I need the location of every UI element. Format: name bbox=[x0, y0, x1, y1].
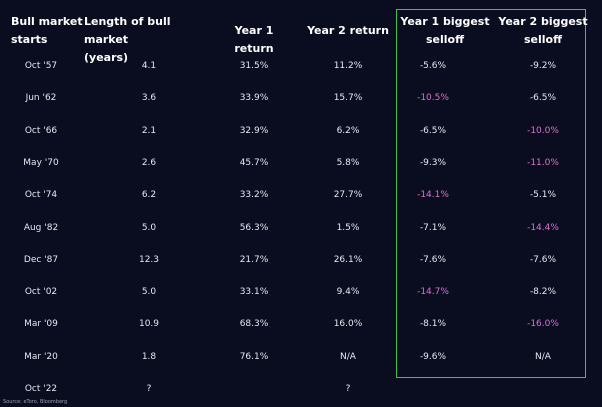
table-cell: 6.2% bbox=[336, 125, 360, 136]
table-cell: ? bbox=[146, 384, 152, 394]
table-cell: 11.2% bbox=[333, 61, 363, 71]
table-cell: -9.6% bbox=[419, 351, 447, 362]
table-cell: ? bbox=[345, 384, 351, 394]
table-cell: 5.8% bbox=[336, 157, 360, 168]
table-cell: -7.6% bbox=[419, 254, 447, 265]
table-cell: -14.1% bbox=[417, 190, 449, 201]
column-header-6: Year 2 biggest selloff bbox=[498, 13, 588, 49]
table-row: May '70 2.6 45.7% 5.8% -9.3% -11.0% bbox=[0, 153, 602, 173]
table-cell: 2.6 bbox=[141, 157, 157, 168]
table-cell: -10.0% bbox=[527, 125, 559, 136]
table-row: Oct '57 4.1 31.5% 11.2% -5.6% -9.2% bbox=[0, 56, 602, 76]
table-cell: 6.2 bbox=[141, 190, 157, 201]
column-header-line: Year 2 return bbox=[307, 24, 389, 37]
table-cell: 9.4% bbox=[336, 287, 360, 298]
table-cell: -8.1% bbox=[419, 319, 447, 330]
table-cell: Oct '22 bbox=[24, 384, 58, 394]
table-cell: -7.6% bbox=[529, 254, 557, 265]
column-header-line: Year 1 return bbox=[234, 24, 274, 55]
table-cell: 2.1 bbox=[141, 125, 157, 136]
table-cell: Dec '87 bbox=[23, 254, 59, 265]
table-cell: Mar '09 bbox=[24, 319, 58, 330]
table-cell: N/A bbox=[535, 351, 551, 362]
table-row: Mar '09 10.9 68.3% 16.0% -8.1% -16.0% bbox=[0, 314, 602, 334]
table-cell: 31.5% bbox=[239, 61, 269, 71]
table-row: Oct '02 5.0 33.1% 9.4% -14.7% -8.2% bbox=[0, 282, 602, 302]
table-row: Dec '87 12.3 21.7% 26.1% -7.6% -7.6% bbox=[0, 250, 602, 270]
column-header-2: Length of bull market (years) bbox=[84, 13, 214, 67]
table-cell: Jun '62 bbox=[25, 93, 57, 104]
selloff-columns-highlight-box bbox=[396, 9, 586, 378]
table-cell: 33.1% bbox=[239, 287, 269, 298]
table-cell: N/A bbox=[340, 351, 356, 362]
table-cell: Mar '20 bbox=[24, 351, 58, 362]
table-cell: -6.5% bbox=[419, 125, 447, 136]
table-cell: 5.0 bbox=[141, 287, 157, 298]
table-cell: 76.1% bbox=[239, 351, 269, 362]
table-cell: 1.8 bbox=[141, 351, 157, 362]
table-cell: 26.1% bbox=[333, 254, 363, 265]
column-header-line: Bull market bbox=[11, 15, 83, 28]
table-cell: Oct '66 bbox=[24, 125, 58, 136]
table-cell: 15.7% bbox=[333, 93, 363, 104]
table-cell: 5.0 bbox=[141, 222, 157, 233]
column-header-1: Bull market starts bbox=[11, 13, 91, 49]
source-note: Source: eToro, Bloomberg bbox=[3, 399, 68, 405]
table-cell: 4.1 bbox=[141, 61, 157, 71]
table-cell: -6.5% bbox=[529, 93, 557, 104]
table-cell: Oct '74 bbox=[24, 190, 58, 201]
column-header-line: selloff bbox=[425, 33, 465, 46]
column-header-5: Year 1 biggest selloff bbox=[400, 13, 490, 49]
column-header-4: Year 2 return bbox=[305, 22, 391, 40]
table-cell: Oct '57 bbox=[24, 61, 58, 71]
table-cell: 16.0% bbox=[333, 319, 363, 330]
table-cell: 33.9% bbox=[239, 93, 269, 104]
table-row: Oct '74 6.2 33.2% 27.7% -14.1% -5.1% bbox=[0, 185, 602, 205]
table-row: Oct '66 2.1 32.9% 6.2% -6.5% -10.0% bbox=[0, 121, 602, 141]
column-header-line: Year 1 biggest bbox=[400, 15, 490, 28]
table-row: Jun '62 3.6 33.9% 15.7% -10.5% -6.5% bbox=[0, 88, 602, 108]
table-cell: 56.3% bbox=[239, 222, 269, 233]
table-cell: -10.5% bbox=[417, 93, 449, 104]
table-cell: -9.3% bbox=[419, 157, 447, 168]
table-cell: May '70 bbox=[23, 157, 59, 168]
table-cell: -9.2% bbox=[529, 61, 557, 71]
table-cell: Oct '02 bbox=[24, 287, 58, 298]
table-cell: Aug '82 bbox=[23, 222, 59, 233]
column-header-line: Length of bull market bbox=[84, 15, 171, 46]
table-cell: 27.7% bbox=[333, 190, 363, 201]
column-header-line: selloff bbox=[523, 33, 563, 46]
table-cell: -8.2% bbox=[529, 287, 557, 298]
table-row: Oct '22?? bbox=[0, 379, 602, 399]
column-header-line: Year 2 biggest bbox=[498, 15, 588, 28]
table-row: Mar '20 1.8 76.1% N/A -9.6% N/A bbox=[0, 347, 602, 367]
table-cell: -11.0% bbox=[527, 157, 559, 168]
table-cell: -7.1% bbox=[419, 222, 447, 233]
table-cell: 12.3 bbox=[138, 254, 160, 265]
table-cell: -16.0% bbox=[527, 319, 559, 330]
table-cell: 45.7% bbox=[239, 157, 269, 168]
table-cell: 32.9% bbox=[239, 125, 269, 136]
column-header-3: Year 1 return bbox=[214, 22, 294, 58]
table-cell: 1.5% bbox=[336, 222, 360, 233]
column-header-line: (years) bbox=[84, 51, 129, 64]
table-cell: -5.6% bbox=[419, 61, 447, 71]
table-cell: 68.3% bbox=[239, 319, 269, 330]
table-cell: 21.7% bbox=[239, 254, 269, 265]
table-cell: -14.7% bbox=[417, 287, 449, 298]
table-cell: 10.9 bbox=[138, 319, 160, 330]
table-cell: -5.1% bbox=[529, 190, 557, 201]
table-cell: -14.4% bbox=[527, 222, 559, 233]
table-cell: 33.2% bbox=[239, 190, 269, 201]
table-cell: 3.6 bbox=[141, 93, 157, 104]
table-row: Aug '82 5.0 56.3% 1.5% -7.1% -14.4% bbox=[0, 218, 602, 238]
column-header-line: starts bbox=[11, 33, 48, 46]
